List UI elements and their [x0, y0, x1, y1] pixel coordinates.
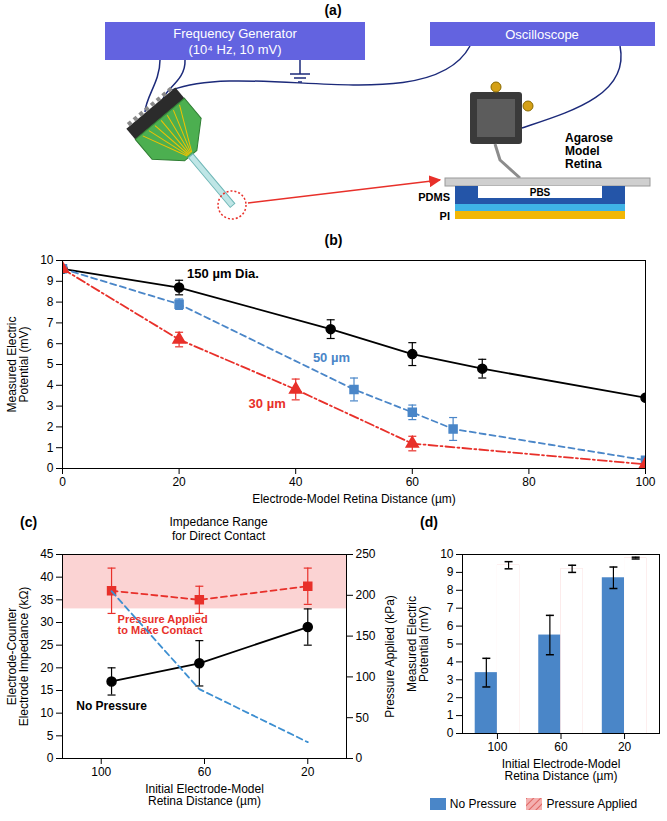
- svg-text:50 µm: 50 µm: [313, 350, 350, 365]
- svg-text:1: 1: [47, 441, 54, 455]
- svg-text:No Pressure: No Pressure: [76, 699, 147, 713]
- svg-text:20: 20: [618, 740, 632, 754]
- svg-text:2: 2: [47, 420, 54, 434]
- svg-text:(10⁴ Hz, 10 mV): (10⁴ Hz, 10 mV): [189, 42, 282, 57]
- svg-text:35: 35: [40, 593, 54, 607]
- svg-text:20: 20: [172, 475, 186, 489]
- svg-text:10: 10: [440, 547, 454, 561]
- svg-text:Electrode-Model Retina Distanc: Electrode-Model Retina Distance (µm): [252, 492, 456, 506]
- svg-text:Pressure Applied (kPa): Pressure Applied (kPa): [383, 595, 397, 718]
- html-text:No Pressure: No Pressure: [449, 796, 517, 811]
- svg-text:100: 100: [91, 765, 111, 779]
- svg-text:9: 9: [47, 274, 54, 288]
- svg-text:20: 20: [301, 765, 315, 779]
- svg-text:Initial Electrode-ModelRetina: Initial Electrode-ModelRetina Distance (…: [145, 782, 264, 808]
- svg-text:4: 4: [47, 378, 54, 392]
- svg-text:25: 25: [40, 638, 54, 652]
- svg-text:200: 200: [356, 588, 376, 602]
- svg-text:1: 1: [447, 708, 454, 722]
- svg-text:Agarose: Agarose: [565, 131, 613, 145]
- html-text:(c): (c): [20, 514, 38, 530]
- svg-text:60: 60: [554, 740, 568, 754]
- svg-text:Oscilloscope: Oscilloscope: [505, 27, 579, 42]
- svg-text:PDMS: PDMS: [418, 191, 450, 203]
- svg-text:Frequency Generator: Frequency Generator: [173, 26, 297, 41]
- svg-text:150 µm Dia.: 150 µm Dia.: [187, 266, 259, 281]
- html-text:Impedance Range for Direct Con: Impedance Range for Direct Contact: [169, 515, 268, 543]
- svg-text:Initial Electrode-ModelRetina: Initial Electrode-ModelRetina Distance (…: [502, 757, 621, 783]
- svg-text:PBS: PBS: [530, 187, 551, 198]
- svg-text:10: 10: [40, 706, 54, 720]
- svg-text:7: 7: [47, 316, 54, 330]
- svg-text:100: 100: [487, 740, 507, 754]
- svg-text:6: 6: [47, 337, 54, 351]
- svg-text:40: 40: [289, 475, 303, 489]
- svg-text:150: 150: [356, 629, 376, 643]
- svg-text:6: 6: [447, 619, 454, 633]
- svg-text:80: 80: [522, 475, 536, 489]
- svg-text:50: 50: [356, 711, 370, 725]
- svg-text:7: 7: [447, 601, 454, 615]
- svg-text:40: 40: [40, 570, 54, 584]
- svg-text:0: 0: [447, 726, 454, 740]
- svg-text:5: 5: [47, 729, 54, 743]
- svg-text:15: 15: [40, 683, 54, 697]
- svg-text:0: 0: [47, 751, 54, 765]
- svg-text:Measured ElectricPotential (mV: Measured ElectricPotential (mV): [5, 316, 31, 412]
- svg-text:0: 0: [47, 461, 54, 475]
- svg-text:8: 8: [47, 295, 54, 309]
- svg-text:Retina: Retina: [565, 157, 602, 171]
- svg-text:(a): (a): [324, 2, 341, 18]
- html-text:(d): (d): [420, 514, 438, 530]
- svg-text:5: 5: [47, 357, 54, 371]
- svg-text:8: 8: [447, 583, 454, 597]
- svg-text:0: 0: [59, 475, 66, 489]
- svg-text:30 µm: 30 µm: [249, 396, 286, 411]
- svg-text:3: 3: [47, 399, 54, 413]
- svg-text:Pressure Appliedto Make Contac: Pressure Appliedto Make Contact: [118, 613, 208, 636]
- svg-text:250: 250: [356, 547, 376, 561]
- svg-text:60: 60: [198, 765, 212, 779]
- svg-text:100: 100: [356, 670, 376, 684]
- svg-text:3: 3: [447, 673, 454, 687]
- html-text:(b): (b): [324, 232, 343, 248]
- svg-text:10: 10: [40, 253, 54, 267]
- svg-text:Model: Model: [565, 144, 600, 158]
- svg-text:0: 0: [356, 751, 363, 765]
- svg-text:Measured ElectricPotential (mV: Measured ElectricPotential (mV): [405, 596, 431, 692]
- svg-text:45: 45: [40, 547, 54, 561]
- svg-text:4: 4: [447, 655, 454, 669]
- svg-text:Electrode-CounterElectrode Imp: Electrode-CounterElectrode Impedance (kΩ…: [5, 587, 31, 727]
- svg-text:9: 9: [447, 565, 454, 579]
- svg-text:30: 30: [40, 615, 54, 629]
- svg-text:100: 100: [635, 475, 655, 489]
- svg-text:5: 5: [447, 637, 454, 651]
- svg-text:PI: PI: [440, 210, 450, 222]
- svg-text:60: 60: [406, 475, 420, 489]
- html-text:Pressure Applied: Pressure Applied: [546, 796, 638, 811]
- svg-text:2: 2: [447, 691, 454, 705]
- svg-text:20: 20: [40, 661, 54, 675]
